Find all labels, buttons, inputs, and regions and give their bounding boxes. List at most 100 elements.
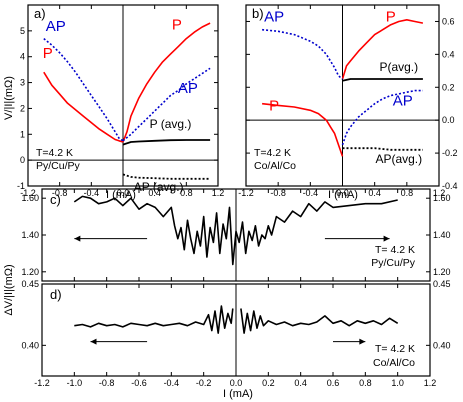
y-tick-label: 1 [20, 129, 25, 139]
panel-a-xlabel: I (mA) [106, 189, 136, 201]
y-tick-label: 1.60 [21, 193, 39, 203]
x-tick-label: 0.8 [180, 188, 193, 198]
arrow-head [74, 235, 81, 242]
x-tick-label: 0.4 [294, 378, 307, 388]
series-label: P [386, 8, 396, 25]
series-line [341, 18, 424, 80]
condition-annotation: Co/Al/Co [373, 357, 415, 369]
x-tick-label: 0.0 [230, 378, 243, 388]
condition-annotation: T= 4.2 K [375, 244, 415, 256]
y-tick-label: 4 [20, 52, 25, 62]
series-line [74, 305, 234, 334]
series-line [262, 102, 344, 157]
series-label: P [269, 97, 279, 114]
x-tick-label: 1.2 [433, 188, 446, 198]
y-tick-label: 1.20 [21, 267, 39, 277]
y-tick-label-right: 1.20 [433, 267, 451, 277]
series-line [341, 89, 423, 146]
series-label: P [172, 17, 182, 34]
x-tick-label: -1.2 [238, 188, 254, 198]
series-line [122, 22, 211, 143]
y-tick-label-right: 0.45 [433, 279, 451, 289]
panel-a: -1.2 -0.8 -0.4 0.0 0.4 0.8 1.2 -1 0 1 2 3 4 5 P P AP AP P … [17, 4, 225, 198]
series-line [122, 139, 211, 146]
x-tick-label: 1.2 [424, 378, 437, 388]
series-line [342, 147, 423, 151]
x-tick-label: 1.2 [212, 188, 225, 198]
arrow-head [359, 338, 366, 345]
y-tick-label-right: 0.2 [442, 82, 455, 92]
panel-b: -1.2 -0.8 -0.4 0.0 0.4 0.8 1.2-0.4-0.20.00.20.… [238, 4, 458, 198]
series-line [240, 308, 399, 334]
panel-label: b) [252, 6, 264, 21]
series-label: P [43, 45, 53, 62]
x-tick-label: -0.8 [270, 188, 286, 198]
series-line [342, 78, 423, 82]
series-line [122, 173, 211, 180]
x-tick-label: -0.4 [164, 378, 180, 388]
series-label: AP [178, 80, 198, 97]
condition-annotation: Py/Cu/Py [371, 257, 416, 269]
x-tick-label: -0.6 [131, 378, 147, 388]
y-tick-label: -1 [17, 181, 25, 191]
series-line [43, 71, 124, 143]
series-line [122, 67, 211, 142]
x-tick-label: 0.8 [359, 378, 372, 388]
arrow-head [90, 338, 97, 345]
x-tick-label: 0.8 [401, 188, 414, 198]
condition-annotation: Co/Al/Co [254, 160, 296, 172]
x-tick-label: 0.0 [117, 188, 130, 198]
y-tick-label-right: 1.40 [433, 230, 451, 240]
y-tick-label-right: 0.0 [442, 115, 455, 125]
y-tick-label-right: -0.4 [442, 181, 458, 191]
x-tick-label: -0.8 [99, 378, 115, 388]
panel-d-xlabel: I (mA) [223, 388, 253, 400]
y-tick-label: 0.40 [21, 340, 39, 350]
series-line [262, 28, 343, 80]
series-label: AP (avg.) [134, 180, 184, 194]
condition-annotation: T= 4.2 K [375, 343, 415, 355]
panel-d: -1.2 -1.0 -0.8 -0.6 -0.4 -0.2 0.0 0.2 0.4 0.6 0.8 1… [21, 279, 450, 388]
x-tick-label: -1.2 [34, 378, 50, 388]
x-tick-label: 0.4 [148, 188, 161, 198]
x-tick-label: -0.2 [196, 378, 212, 388]
series-label: AP [264, 8, 284, 25]
x-tick-label: -0.4 [84, 188, 100, 198]
condition-annotation: Py/Cu/Py [36, 160, 81, 172]
arrow-head [383, 235, 390, 242]
panel-label: a) [34, 6, 46, 21]
y-tick-label-right: 0.40 [433, 340, 451, 350]
x-tick-label: -0.4 [303, 188, 319, 198]
y-tick-label: 3 [20, 78, 25, 88]
panel-label: c) [50, 192, 61, 207]
x-tick-label: 1.0 [391, 378, 404, 388]
panel-b-xlabel: I (mA) [328, 189, 358, 201]
y-tick-label-right: 0.4 [442, 49, 455, 59]
x-tick-label: -1.0 [67, 378, 83, 388]
series-label: P(avg.) [379, 60, 418, 74]
x-tick-label: 0.4 [368, 188, 381, 198]
y-tick-label-right: 1.60 [433, 193, 451, 203]
x-tick-label: 0.2 [262, 378, 275, 388]
x-tick-label: 0.6 [327, 378, 340, 388]
series-label: AP [46, 18, 66, 35]
y-tick-label: 0 [20, 155, 25, 165]
series-label: AP [393, 92, 413, 109]
y-tick-label-right: -0.2 [442, 148, 458, 158]
panel-cd-ylabel: ΔV/|I|(mΩ) [3, 264, 15, 315]
series-label: P (avg.) [150, 117, 192, 131]
series-line [73, 195, 398, 266]
x-tick-label: 0.0 [336, 188, 349, 198]
panel-label: d) [50, 287, 62, 302]
y-tick-label: 2 [20, 103, 25, 113]
y-tick-label: 5 [20, 26, 25, 36]
y-tick-label: 0.45 [21, 279, 39, 289]
x-tick-label: -1.2 [20, 188, 36, 198]
panel-a-ylabel: V/|I|(mΩ) [3, 76, 15, 120]
panel-c: 1.20 1.20 1.40 1.40 1.60 1.60 c) T= 4.2 KPy/Cu/… [21, 188, 451, 282]
condition-annotation: T=4.2 K [36, 147, 73, 159]
y-tick-label: 1.40 [21, 230, 39, 240]
condition-annotation: T=4.2 K [254, 147, 291, 159]
x-tick-label: -0.8 [52, 188, 68, 198]
